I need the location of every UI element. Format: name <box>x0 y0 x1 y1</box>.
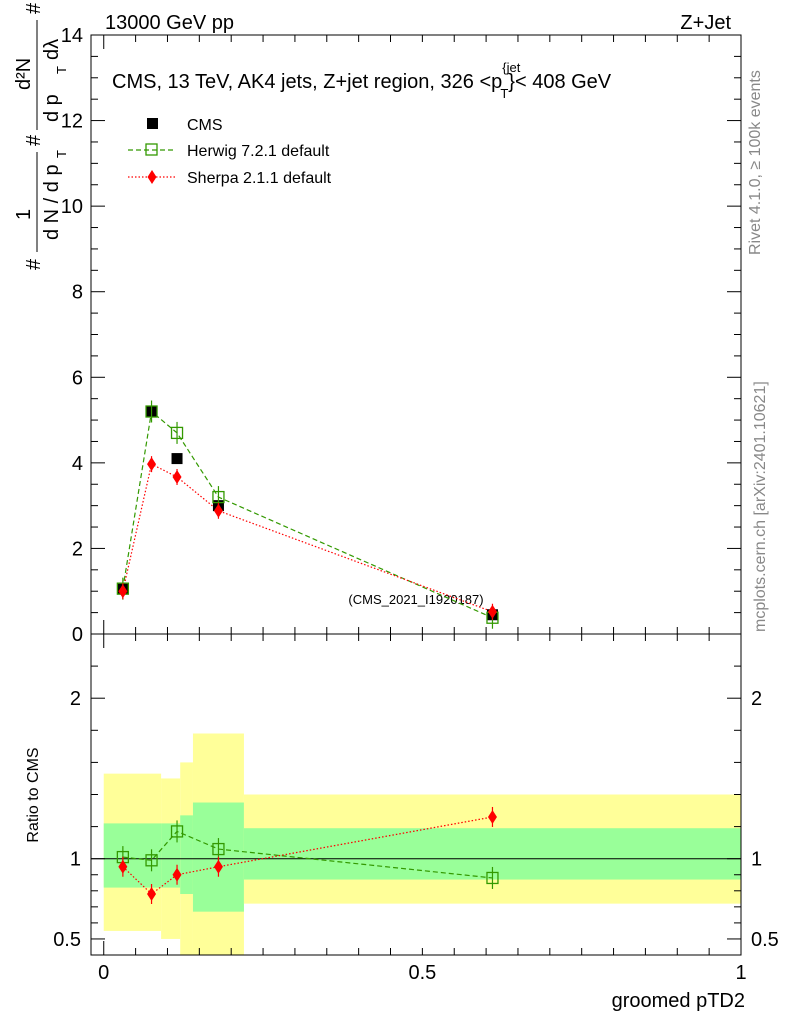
ratio-y-tick-label-right: 1 <box>751 849 762 871</box>
sherpa-point <box>172 469 182 484</box>
ratio-y-tick-label-right: 2 <box>751 688 762 710</box>
main-title: CMS, 13 TeV, AK4 jets, Z+jet region, 326… <box>112 60 612 101</box>
sherpa-ratio-point <box>172 867 182 882</box>
ratio-panel: 0.5 0.51 12 20 0.5 1 <box>53 633 779 984</box>
svg-text:1: 1 <box>13 209 35 220</box>
svg-text:#: # <box>23 134 45 146</box>
ratio-x-tick-label: 1 <box>735 962 746 984</box>
header-left: 13000 GeV pp <box>105 12 234 34</box>
svg-text:dλ: dλ <box>41 39 63 60</box>
legend-sherpa-label: Sherpa 2.1.1 default <box>187 170 332 187</box>
svg-text:#: # <box>23 258 45 270</box>
main-y-tick-label: 14 <box>61 25 83 47</box>
main-y-tick-label: 2 <box>72 538 83 560</box>
sherpa-line <box>122 463 493 613</box>
legend-herwig-label: Herwig 7.2.1 default <box>187 143 330 160</box>
main-y-tick-label: 4 <box>72 453 83 475</box>
main-y-tick-label: 10 <box>61 196 83 218</box>
sherpa-point <box>487 604 497 619</box>
svg-text:T: T <box>54 150 69 158</box>
uncertainty-band-inner <box>180 815 193 895</box>
main-panel: 0 2 4 6 8 10 12 14 <box>61 25 742 646</box>
sherpa-ratio-line <box>122 816 493 895</box>
header-right: Z+Jet <box>680 12 731 34</box>
ratio-y-tick-label: 1 <box>70 849 81 871</box>
sherpa-ratio-point <box>213 859 223 874</box>
ratio-y-label: Ratio to CMS <box>25 747 42 842</box>
herwig-point <box>212 490 225 504</box>
svg-text:d p: d p <box>41 94 63 122</box>
main-y-tick-label: 0 <box>72 624 83 646</box>
sherpa-ratio-point <box>118 859 128 874</box>
cms-point <box>171 453 183 465</box>
legend-herwig-marker <box>145 143 158 156</box>
rivet-label: Rivet 4.1.0, ≥ 100k events <box>747 70 764 255</box>
svg-text:T: T <box>54 66 69 74</box>
ratio-x-tick-label: 0.5 <box>408 962 436 984</box>
herwig-ratio-point <box>170 825 184 838</box>
herwig-line <box>122 410 493 619</box>
source-label: mcplots.cern.ch [arXiv:2401.10621] <box>752 381 769 632</box>
x-axis-label: groomed pTD2 <box>612 990 745 1012</box>
sherpa-ratio-point <box>487 809 497 824</box>
ratio-y-tick-label-right: 0.5 <box>751 929 779 951</box>
main-y-tick-label: 12 <box>61 111 83 133</box>
herwig-point <box>170 426 184 440</box>
main-y-tick-label: 8 <box>72 282 83 304</box>
legend-sherpa-marker <box>147 170 157 184</box>
legend: CMS Herwig 7.2.1 default Sherpa 2.1.1 de… <box>128 117 332 187</box>
ratio-x-tick-label: 0 <box>98 962 109 984</box>
sherpa-ratio-point <box>147 887 157 902</box>
ratio-frame <box>90 633 742 956</box>
ratio-y-tick-label: 0.5 <box>53 929 81 951</box>
svg-text:#: # <box>23 2 45 14</box>
main-y-tick-label: 6 <box>72 367 83 389</box>
legend-cms-label: CMS <box>187 117 223 134</box>
herwig-ratio-point <box>212 842 225 856</box>
uncertainty-band-inner <box>103 823 162 888</box>
sherpa-point <box>118 584 128 599</box>
main-y-label: # 1 d N / d p T # d²N d p T dλ # <box>13 2 69 270</box>
herwig-ratio-point <box>145 854 158 867</box>
legend-cms-marker <box>147 118 158 129</box>
sherpa-point <box>213 503 223 518</box>
svg-text:d²N: d²N <box>13 58 35 90</box>
herwig-ratio-point <box>486 871 499 885</box>
ratio-y-tick-label: 2 <box>70 688 81 710</box>
svg-text:d N / d p: d N / d p <box>41 164 63 240</box>
sherpa-point <box>147 457 157 472</box>
herwig-point <box>145 405 158 418</box>
